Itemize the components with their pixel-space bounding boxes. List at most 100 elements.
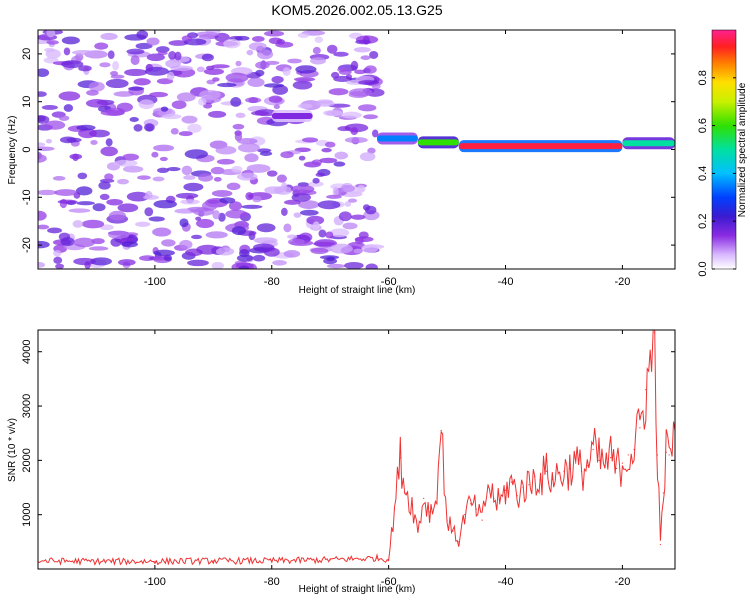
noise-blob — [187, 259, 209, 267]
noise-blob — [144, 191, 153, 199]
noise-blob — [268, 95, 283, 103]
noise-blob — [301, 137, 319, 143]
noise-blob — [241, 204, 263, 209]
noise-blob — [369, 50, 379, 59]
noise-blob — [213, 176, 222, 182]
signal-band — [417, 139, 459, 146]
noise-blob — [68, 208, 91, 213]
colorbar-ticks: 0.0 0.2 0.4 0.6 0.8 — [697, 70, 736, 277]
noise-blob — [286, 234, 298, 239]
noise-blob — [215, 247, 235, 256]
snr-data-point — [464, 514, 466, 516]
noise-blob — [315, 100, 335, 107]
noise-blob — [112, 60, 119, 71]
y-tick-label: 3000 — [21, 394, 33, 418]
noise-blob — [145, 63, 154, 72]
noise-blob — [116, 102, 133, 112]
snr-data-point — [388, 558, 390, 560]
noise-blob — [225, 209, 248, 219]
noise-blob — [195, 218, 215, 229]
noise-blob — [217, 82, 237, 88]
noise-blob — [63, 47, 71, 56]
noise-blob — [251, 110, 270, 116]
snr-data-point — [376, 557, 378, 559]
noise-blob — [168, 51, 177, 60]
snr-data-point — [516, 495, 518, 497]
noise-blob — [350, 214, 366, 220]
noise-blob — [146, 53, 165, 62]
noise-blob — [195, 31, 219, 38]
x-tick-label: -80 — [264, 276, 280, 288]
noise-blob — [136, 30, 149, 40]
noise-blob — [157, 167, 169, 174]
noise-blob — [331, 71, 340, 79]
noise-blob — [328, 88, 349, 96]
noise-blob — [100, 32, 118, 41]
noise-blob — [230, 97, 242, 107]
noise-blob — [75, 186, 93, 196]
snr-data-point — [545, 470, 548, 472]
noise-blob — [183, 182, 204, 192]
noise-blob — [144, 207, 154, 217]
y-tick-label: 10 — [21, 96, 33, 108]
noise-blob — [41, 105, 58, 110]
snr-data-point — [662, 492, 664, 494]
noise-blob — [71, 49, 95, 55]
noise-blob — [334, 151, 349, 160]
snr-data-point — [569, 467, 571, 470]
noise-blob — [135, 221, 151, 227]
noise-blob — [52, 176, 66, 181]
snr-frame — [37, 329, 676, 570]
noise-blob — [235, 60, 242, 67]
y-tick-label: 1000 — [21, 502, 33, 526]
noise-blob — [105, 138, 113, 147]
noise-blob — [252, 254, 266, 262]
noise-blob — [293, 77, 316, 82]
noise-blob — [238, 265, 250, 269]
colorbar: 0.0 0.2 0.4 0.6 0.8 Normalized spectral ampl… — [697, 29, 748, 277]
noise-blob — [195, 216, 202, 221]
colorbar-tick-label: 0.4 — [697, 166, 709, 181]
noise-blob — [333, 161, 346, 167]
noise-blob — [282, 67, 291, 76]
snr-y-ticks: 1000 2000 3000 4000 — [21, 339, 675, 527]
snr-data-point — [665, 451, 667, 453]
noise-blob — [235, 112, 246, 118]
noise-blob — [358, 231, 369, 239]
noise-blob — [76, 124, 96, 131]
noise-blob — [253, 243, 275, 252]
noise-blob — [244, 153, 259, 163]
noise-blob — [211, 64, 230, 69]
noise-blob — [205, 231, 228, 239]
noise-blob — [168, 40, 189, 46]
noise-blob — [211, 190, 233, 197]
noise-blob — [196, 244, 220, 255]
noise-blob — [66, 137, 82, 143]
noise-blob — [299, 209, 319, 216]
snr-data-point — [656, 454, 659, 456]
snr-series-line — [38, 330, 675, 566]
noise-blob — [212, 77, 220, 82]
noise-blob — [283, 223, 292, 233]
y-tick-label: 4000 — [21, 339, 33, 363]
noise-blob — [211, 261, 224, 269]
snr-data-point — [586, 465, 588, 467]
snr-data-point — [440, 429, 442, 432]
noise-blob — [371, 84, 381, 89]
noise-blob — [234, 35, 250, 41]
snr-x-ticks: -100 -80 -60 -40 -20 — [144, 330, 630, 588]
noise-blob — [357, 80, 380, 86]
colorbar-tick-label: 0.2 — [697, 214, 709, 229]
noise-blob — [122, 165, 144, 173]
noise-blob — [107, 50, 115, 60]
noise-blob — [148, 216, 165, 222]
colorbar-gradient — [711, 29, 737, 270]
noise-blob — [90, 257, 112, 266]
x-tick-label: -20 — [614, 276, 630, 288]
snr-data-point — [504, 489, 507, 491]
noise-blob — [38, 115, 50, 124]
noise-blob — [251, 195, 262, 203]
noise-blob — [76, 201, 95, 206]
noise-blob — [117, 259, 136, 266]
noise-blob — [231, 165, 243, 173]
